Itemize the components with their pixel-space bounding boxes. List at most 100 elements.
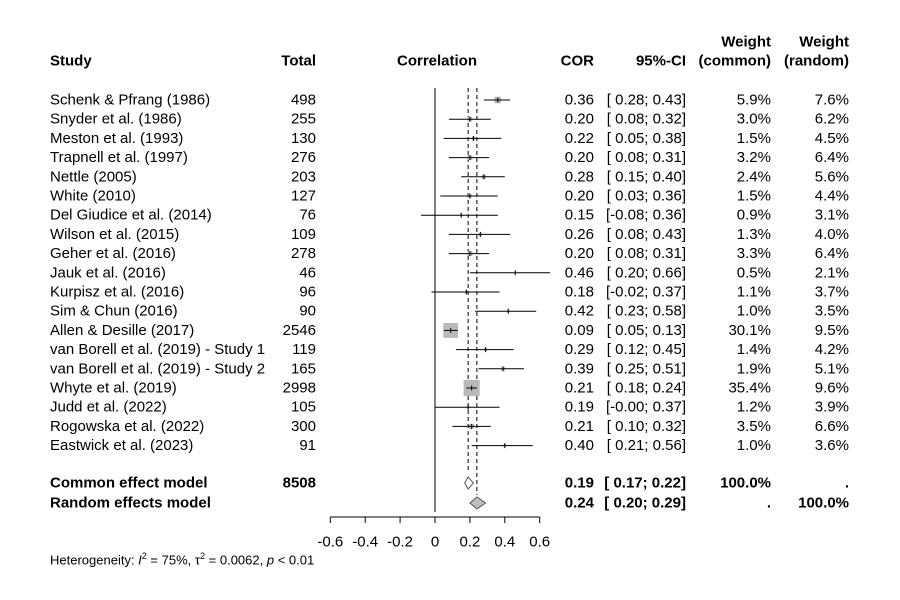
- study-cor: 0.20: [565, 245, 594, 262]
- study-ci: [ 0.15; 0.40]: [607, 168, 686, 185]
- study-label: Del Giudice et al. (2014): [50, 207, 212, 224]
- header-study: Study: [50, 53, 92, 70]
- study-label: Judd et al. (2022): [50, 399, 167, 416]
- study-ci: [-0.02; 0.37]: [606, 284, 686, 301]
- study-weight-random: 3.5%: [815, 303, 849, 320]
- study-cor: 0.20: [565, 149, 594, 166]
- study-weight-common: 3.3%: [737, 245, 771, 262]
- study-ci: [ 0.21; 0.56]: [607, 437, 686, 454]
- study-label: Rogowska et al. (2022): [50, 418, 204, 435]
- tau2-symbol: τ: [194, 552, 201, 568]
- study-total: 276: [291, 149, 316, 166]
- study-weight-common: 3.5%: [737, 418, 771, 435]
- study-weight-random: 9.5%: [815, 322, 849, 339]
- p-symbol: p: [266, 552, 275, 568]
- study-weight-common: 1.4%: [737, 341, 771, 358]
- study-total: 127: [291, 188, 316, 205]
- study-ci: [ 0.08; 0.32]: [607, 111, 686, 128]
- study-label: Eastwick et al. (2023): [50, 437, 193, 454]
- header-weight-random-bottom: (random): [784, 53, 849, 70]
- study-cor: 0.21: [565, 418, 594, 435]
- random-effects-ci: [ 0.20; 0.29]: [604, 495, 686, 512]
- study-total: 300: [291, 418, 316, 435]
- study-label: White (2010): [50, 188, 136, 205]
- i2-value: = 75%,: [146, 552, 195, 568]
- study-weight-common: 1.2%: [737, 399, 771, 416]
- study-label: Jauk et al. (2016): [50, 264, 166, 281]
- study-weight-common: 5.9%: [737, 92, 771, 109]
- study-total: 203: [291, 168, 316, 185]
- study-label: Sim & Chun (2016): [50, 303, 178, 320]
- study-total: 2998: [283, 380, 316, 397]
- random-effects-weight-random: 100.0%: [798, 495, 849, 512]
- study-total: 46: [299, 264, 316, 281]
- study-label: Geher et al. (2016): [50, 245, 176, 262]
- x-tick-label: -0.6: [317, 534, 343, 551]
- x-tick-label: -0.2: [387, 534, 413, 551]
- study-cor: 0.46: [565, 264, 594, 281]
- study-cor: 0.39: [565, 360, 594, 377]
- study-cor: 0.19: [565, 399, 594, 416]
- common-effect-weight-random: .: [845, 475, 849, 492]
- study-weight-random: 4.4%: [815, 188, 849, 205]
- study-cor: 0.09: [565, 322, 594, 339]
- random-effects-label: Random effects model: [50, 495, 211, 512]
- x-tick-label: 0.6: [529, 534, 550, 551]
- study-weight-common: 1.5%: [737, 130, 771, 147]
- study-label: Whyte et al. (2019): [50, 380, 177, 397]
- study-label: Allen & Desille (2017): [50, 322, 194, 339]
- study-weight-random: 5.6%: [815, 168, 849, 185]
- study-label: Schenk & Pfrang (1986): [50, 92, 210, 109]
- study-ci: [ 0.12; 0.45]: [607, 341, 686, 358]
- tau2-value: = 0.0062,: [205, 552, 267, 568]
- study-weight-common: 1.0%: [737, 437, 771, 454]
- study-ci: [ 0.23; 0.58]: [607, 303, 686, 320]
- study-total: 278: [291, 245, 316, 262]
- study-weight-common: 1.0%: [737, 303, 771, 320]
- p-value: < 0.01: [274, 552, 315, 568]
- study-weight-random: 4.5%: [815, 130, 849, 147]
- x-tick-label: -0.4: [352, 534, 378, 551]
- study-cor: 0.26: [565, 226, 594, 243]
- study-weight-common: 2.4%: [737, 168, 771, 185]
- study-ci: [ 0.08; 0.31]: [607, 149, 686, 166]
- random-effects-weight-common: .: [767, 495, 771, 512]
- study-weight-random: 3.7%: [815, 284, 849, 301]
- study-weight-random: 9.6%: [815, 380, 849, 397]
- study-weight-common: 3.2%: [737, 149, 771, 166]
- study-total: 119: [292, 341, 316, 358]
- study-weight-random: 6.6%: [815, 418, 849, 435]
- heterogeneity-note: Heterogeneity: I2 = 75%, τ2 = 0.0062, p …: [50, 551, 315, 568]
- study-cor: 0.28: [565, 168, 594, 185]
- study-cor: 0.40: [565, 437, 594, 454]
- study-total: 2546: [283, 322, 316, 339]
- heterogeneity-prefix: Heterogeneity:: [50, 552, 139, 568]
- study-weight-random: 3.1%: [815, 207, 849, 224]
- study-total: 90: [299, 303, 316, 320]
- study-label: Trapnell et al. (1997): [50, 149, 188, 166]
- study-label: van Borell et al. (2019) - Study 1: [50, 341, 265, 358]
- study-ci: [ 0.10; 0.32]: [607, 418, 686, 435]
- study-weight-random: 3.6%: [815, 437, 849, 454]
- study-ci: [ 0.28; 0.43]: [607, 92, 686, 109]
- study-weight-random: 6.4%: [815, 245, 849, 262]
- study-weight-random: 3.9%: [815, 399, 849, 416]
- study-ci: [ 0.08; 0.31]: [607, 245, 686, 262]
- study-ci: [ 0.05; 0.13]: [607, 322, 686, 339]
- study-ci: [ 0.25; 0.51]: [607, 360, 686, 377]
- header-weight-common-bottom: (common): [699, 53, 772, 70]
- study-weight-common: 0.5%: [737, 264, 771, 281]
- study-ci: [ 0.18; 0.24]: [607, 380, 686, 397]
- study-total: 91: [299, 437, 316, 454]
- random-effects-cor: 0.24: [565, 495, 595, 512]
- x-tick-label: 0.2: [459, 534, 480, 551]
- study-weight-random: 5.1%: [815, 360, 849, 377]
- common-effect-cor: 0.19: [565, 475, 594, 492]
- study-label: van Borell et al. (2019) - Study 2: [50, 360, 265, 377]
- study-ci: [ 0.08; 0.43]: [607, 226, 686, 243]
- study-weight-common: 35.4%: [728, 380, 771, 397]
- study-total: 255: [291, 111, 316, 128]
- study-ci: [ 0.05; 0.38]: [607, 130, 686, 147]
- study-label: Meston et al. (1993): [50, 130, 183, 147]
